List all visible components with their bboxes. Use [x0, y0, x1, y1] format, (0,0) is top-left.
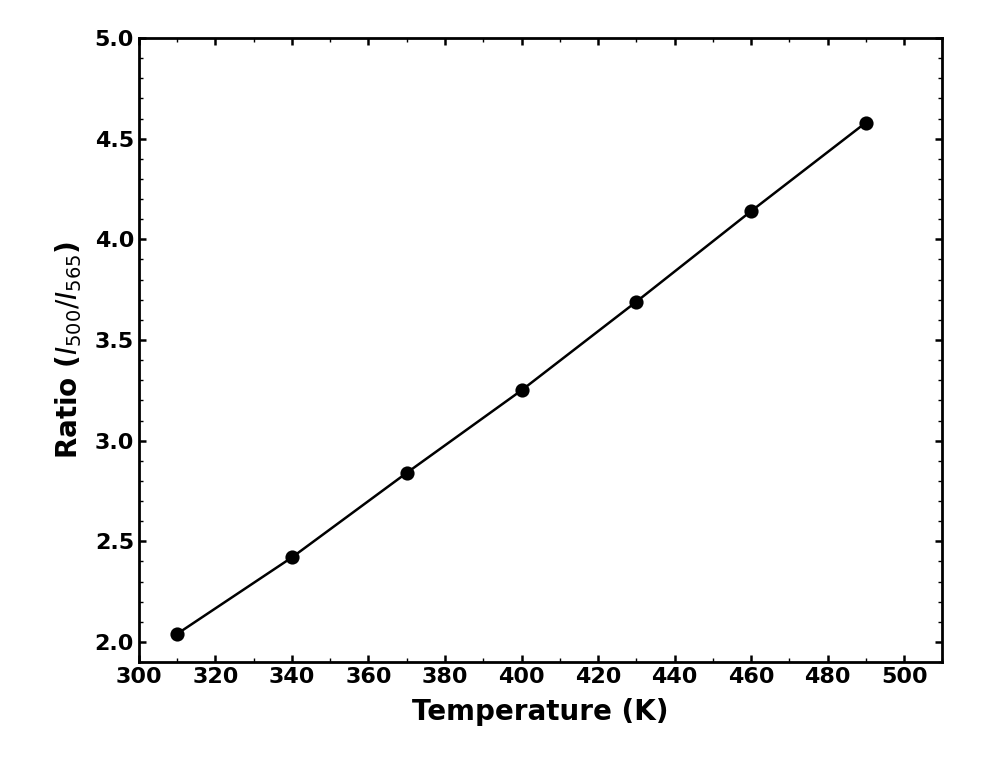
- Y-axis label: Ratio ($I_{500}/I_{565}$): Ratio ($I_{500}/I_{565}$): [53, 241, 83, 459]
- X-axis label: Temperature (K): Temperature (K): [413, 698, 669, 726]
